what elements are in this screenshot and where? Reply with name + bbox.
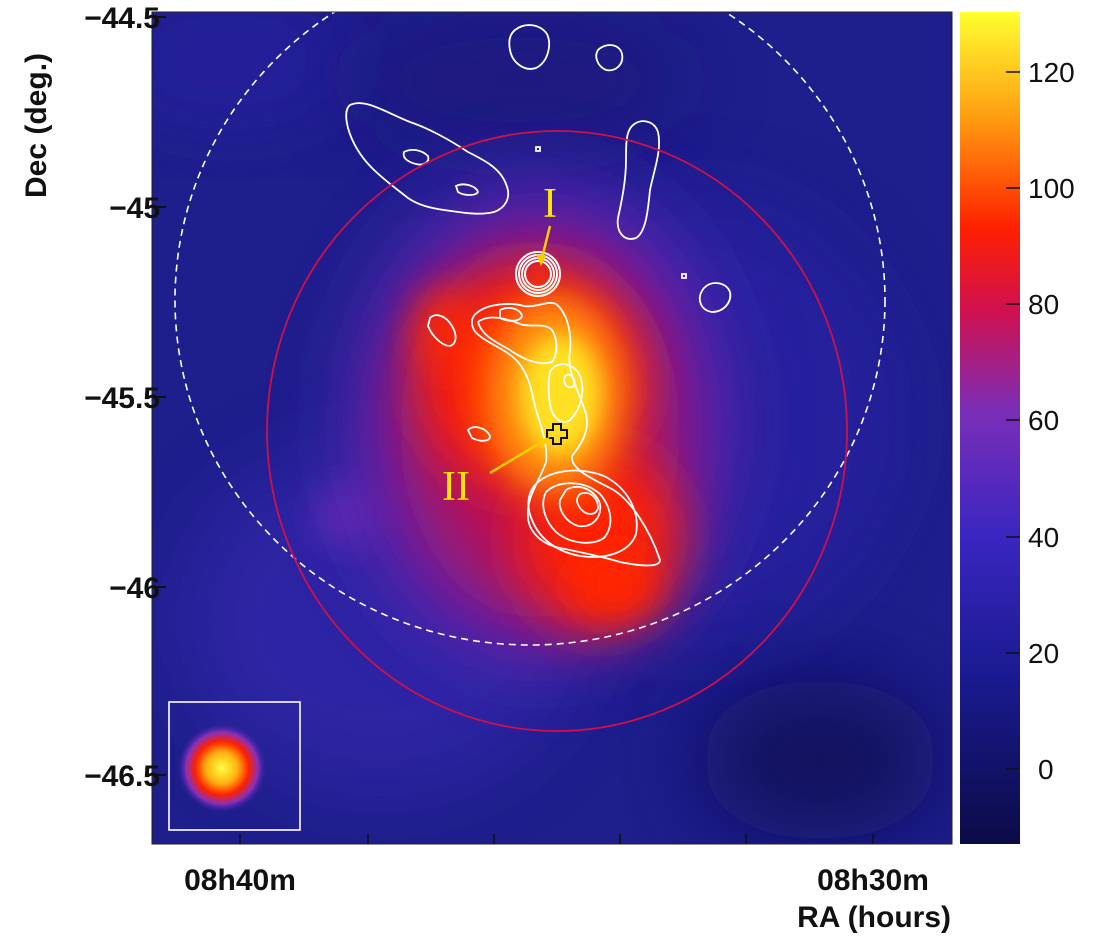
colorbar: 120 100 80 60 40 20 0 <box>960 12 1075 844</box>
position-cross-marker <box>546 423 568 445</box>
y-tick-label: −45 <box>109 192 160 225</box>
colorbar-tick-label: 60 <box>1028 405 1059 436</box>
y-axis-tick-labels: −44.5 −45 −45.5 −46 −46.5 <box>84 2 160 793</box>
psf-inset <box>168 701 301 831</box>
colorbar-gradient <box>960 12 1020 844</box>
arrow-II-head <box>537 437 550 448</box>
x-axis-ticks <box>239 834 874 844</box>
colorbar-tick-label: 0 <box>1038 754 1054 785</box>
colorbar-tick-label: 120 <box>1028 57 1075 88</box>
sky-map <box>152 12 952 844</box>
y-axis-ticks <box>152 16 166 776</box>
y-tick-label: −45.5 <box>84 382 160 415</box>
colorbar-tick-label: 40 <box>1028 522 1059 553</box>
y-tick-label: −46 <box>109 572 160 605</box>
map-frame <box>151 11 953 845</box>
colorbar-tick-label: 20 <box>1028 638 1059 669</box>
x-axis-title: RA (hours) <box>797 901 951 934</box>
y-tick-label: −46.5 <box>84 760 160 793</box>
y-tick-label: −44.5 <box>84 2 160 35</box>
x-tick-label: 08h30m <box>817 864 929 897</box>
dashed-circle <box>174 12 886 646</box>
label-II: II <box>442 464 470 510</box>
colorbar-tick-label: 80 <box>1028 289 1059 320</box>
x-tick-label: 08h40m <box>184 864 296 897</box>
contour-lines <box>345 24 732 567</box>
y-axis-title: Dec (deg.) <box>20 53 53 198</box>
solid-circle <box>266 130 848 732</box>
arrow-I-head <box>536 254 546 266</box>
arrow-II <box>489 438 546 475</box>
colorbar-tick-label: 100 <box>1028 173 1075 204</box>
label-I: I <box>543 181 557 227</box>
